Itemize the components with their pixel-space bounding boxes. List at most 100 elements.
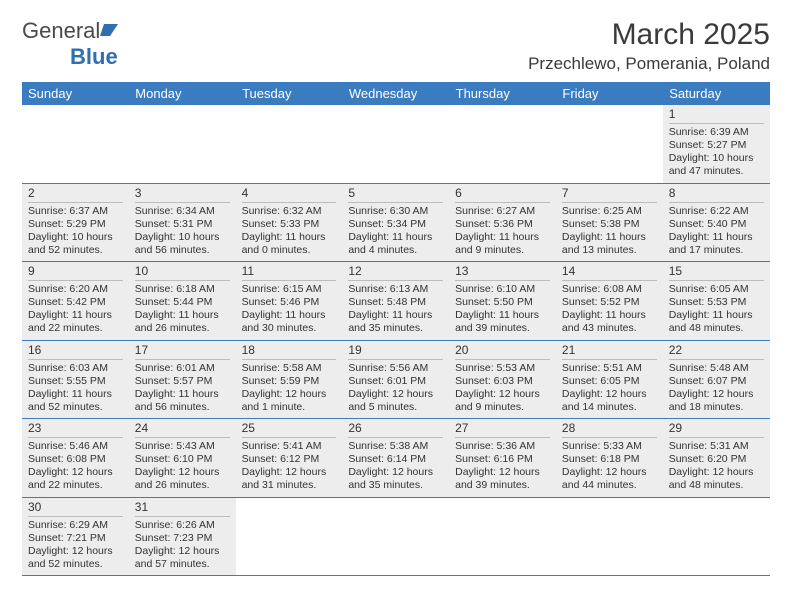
cell-line: Daylight: 11 hours	[242, 231, 337, 244]
cell-line: Sunrise: 5:41 AM	[242, 440, 337, 453]
cell-line: and 14 minutes.	[562, 401, 657, 414]
day-number: 31	[135, 500, 230, 517]
cell-line: Sunrise: 6:37 AM	[28, 205, 123, 218]
cell-line: Daylight: 11 hours	[28, 309, 123, 322]
calendar-cell: 7Sunrise: 6:25 AMSunset: 5:38 PMDaylight…	[556, 183, 663, 262]
cell-line: and 52 minutes.	[28, 401, 123, 414]
cell-line: Sunset: 6:01 PM	[348, 375, 443, 388]
calendar-cell	[449, 497, 556, 576]
calendar-cell	[236, 105, 343, 183]
calendar-table: SundayMondayTuesdayWednesdayThursdayFrid…	[22, 82, 770, 576]
cell-line: Sunset: 5:42 PM	[28, 296, 123, 309]
calendar-cell: 20Sunrise: 5:53 AMSunset: 6:03 PMDayligh…	[449, 340, 556, 419]
cell-line: Daylight: 11 hours	[562, 309, 657, 322]
cell-line: and 0 minutes.	[242, 244, 337, 257]
calendar-cell	[663, 497, 770, 576]
day-number: 17	[135, 343, 230, 360]
day-number: 22	[669, 343, 764, 360]
day-number: 11	[242, 264, 337, 281]
calendar-cell: 18Sunrise: 5:58 AMSunset: 5:59 PMDayligh…	[236, 340, 343, 419]
day-number: 2	[28, 186, 123, 203]
day-number: 12	[348, 264, 443, 281]
cell-line: Daylight: 10 hours	[669, 152, 764, 165]
cell-line: and 56 minutes.	[135, 401, 230, 414]
cell-line: Sunset: 6:10 PM	[135, 453, 230, 466]
calendar-cell: 3Sunrise: 6:34 AMSunset: 5:31 PMDaylight…	[129, 183, 236, 262]
location-text: Przechlewo, Pomerania, Poland	[528, 54, 770, 74]
cell-line: Daylight: 12 hours	[135, 545, 230, 558]
cell-line: Sunset: 6:12 PM	[242, 453, 337, 466]
cell-line: Sunset: 7:23 PM	[135, 532, 230, 545]
calendar-cell: 14Sunrise: 6:08 AMSunset: 5:52 PMDayligh…	[556, 262, 663, 341]
day-number: 26	[348, 421, 443, 438]
day-number: 18	[242, 343, 337, 360]
cell-line: Sunset: 6:14 PM	[348, 453, 443, 466]
calendar-cell: 19Sunrise: 5:56 AMSunset: 6:01 PMDayligh…	[342, 340, 449, 419]
calendar-cell: 8Sunrise: 6:22 AMSunset: 5:40 PMDaylight…	[663, 183, 770, 262]
cell-line: Sunset: 5:46 PM	[242, 296, 337, 309]
cell-line: and 47 minutes.	[669, 165, 764, 178]
day-number: 25	[242, 421, 337, 438]
cell-line: Daylight: 11 hours	[135, 309, 230, 322]
cell-line: Daylight: 11 hours	[348, 309, 443, 322]
calendar-cell	[22, 105, 129, 183]
cell-line: and 39 minutes.	[455, 479, 550, 492]
calendar-cell: 28Sunrise: 5:33 AMSunset: 6:18 PMDayligh…	[556, 419, 663, 498]
day-number: 29	[669, 421, 764, 438]
cell-line: Sunrise: 6:26 AM	[135, 519, 230, 532]
cell-line: Sunrise: 6:32 AM	[242, 205, 337, 218]
cell-line: Sunset: 6:07 PM	[669, 375, 764, 388]
cell-line: Sunset: 6:20 PM	[669, 453, 764, 466]
weekday-header: Wednesday	[342, 82, 449, 105]
cell-line: Sunset: 6:08 PM	[28, 453, 123, 466]
cell-line: Sunset: 7:21 PM	[28, 532, 123, 545]
day-number: 16	[28, 343, 123, 360]
cell-line: and 4 minutes.	[348, 244, 443, 257]
cell-line: Sunrise: 6:18 AM	[135, 283, 230, 296]
day-number: 1	[669, 107, 764, 124]
day-number: 8	[669, 186, 764, 203]
cell-line: and 48 minutes.	[669, 322, 764, 335]
day-number: 20	[455, 343, 550, 360]
page-title: March 2025	[528, 18, 770, 52]
cell-line: and 43 minutes.	[562, 322, 657, 335]
cell-line: Sunset: 5:59 PM	[242, 375, 337, 388]
weekday-header: Tuesday	[236, 82, 343, 105]
calendar-cell	[129, 105, 236, 183]
cell-line: Sunrise: 5:53 AM	[455, 362, 550, 375]
cell-line: Sunrise: 6:29 AM	[28, 519, 123, 532]
cell-line: Daylight: 10 hours	[135, 231, 230, 244]
cell-line: Sunset: 6:03 PM	[455, 375, 550, 388]
cell-line: Daylight: 12 hours	[562, 466, 657, 479]
calendar-cell: 31 Sunrise: 6:26 AMSunset: 7:23 PMDayligh…	[129, 497, 236, 576]
calendar-cell	[449, 105, 556, 183]
cell-line: Sunset: 5:40 PM	[669, 218, 764, 231]
header: General Blue March 2025 Przechlewo, Pome…	[22, 18, 770, 74]
calendar-cell	[342, 497, 449, 576]
calendar-week-row: 2Sunrise: 6:37 AMSunset: 5:29 PMDaylight…	[22, 183, 770, 262]
cell-line: Sunrise: 6:30 AM	[348, 205, 443, 218]
day-number: 9	[28, 264, 123, 281]
calendar-cell	[556, 105, 663, 183]
day-number: 23	[28, 421, 123, 438]
cell-line: and 31 minutes.	[242, 479, 337, 492]
cell-line: Sunrise: 6:22 AM	[669, 205, 764, 218]
cell-line: Sunset: 5:34 PM	[348, 218, 443, 231]
day-number: 15	[669, 264, 764, 281]
cell-line: and 18 minutes.	[669, 401, 764, 414]
day-number: 28	[562, 421, 657, 438]
day-number: 10	[135, 264, 230, 281]
cell-line: Sunrise: 5:46 AM	[28, 440, 123, 453]
day-number: 6	[455, 186, 550, 203]
day-number: 7	[562, 186, 657, 203]
cell-line: Daylight: 11 hours	[669, 309, 764, 322]
calendar-cell: 27Sunrise: 5:36 AMSunset: 6:16 PMDayligh…	[449, 419, 556, 498]
calendar-cell: 13Sunrise: 6:10 AMSunset: 5:50 PMDayligh…	[449, 262, 556, 341]
cell-line: Sunset: 5:44 PM	[135, 296, 230, 309]
day-number: 27	[455, 421, 550, 438]
cell-line: Sunset: 6:05 PM	[562, 375, 657, 388]
cell-line: and 30 minutes.	[242, 322, 337, 335]
calendar-cell: 25Sunrise: 5:41 AMSunset: 6:12 PMDayligh…	[236, 419, 343, 498]
cell-line: and 5 minutes.	[348, 401, 443, 414]
day-number: 19	[348, 343, 443, 360]
